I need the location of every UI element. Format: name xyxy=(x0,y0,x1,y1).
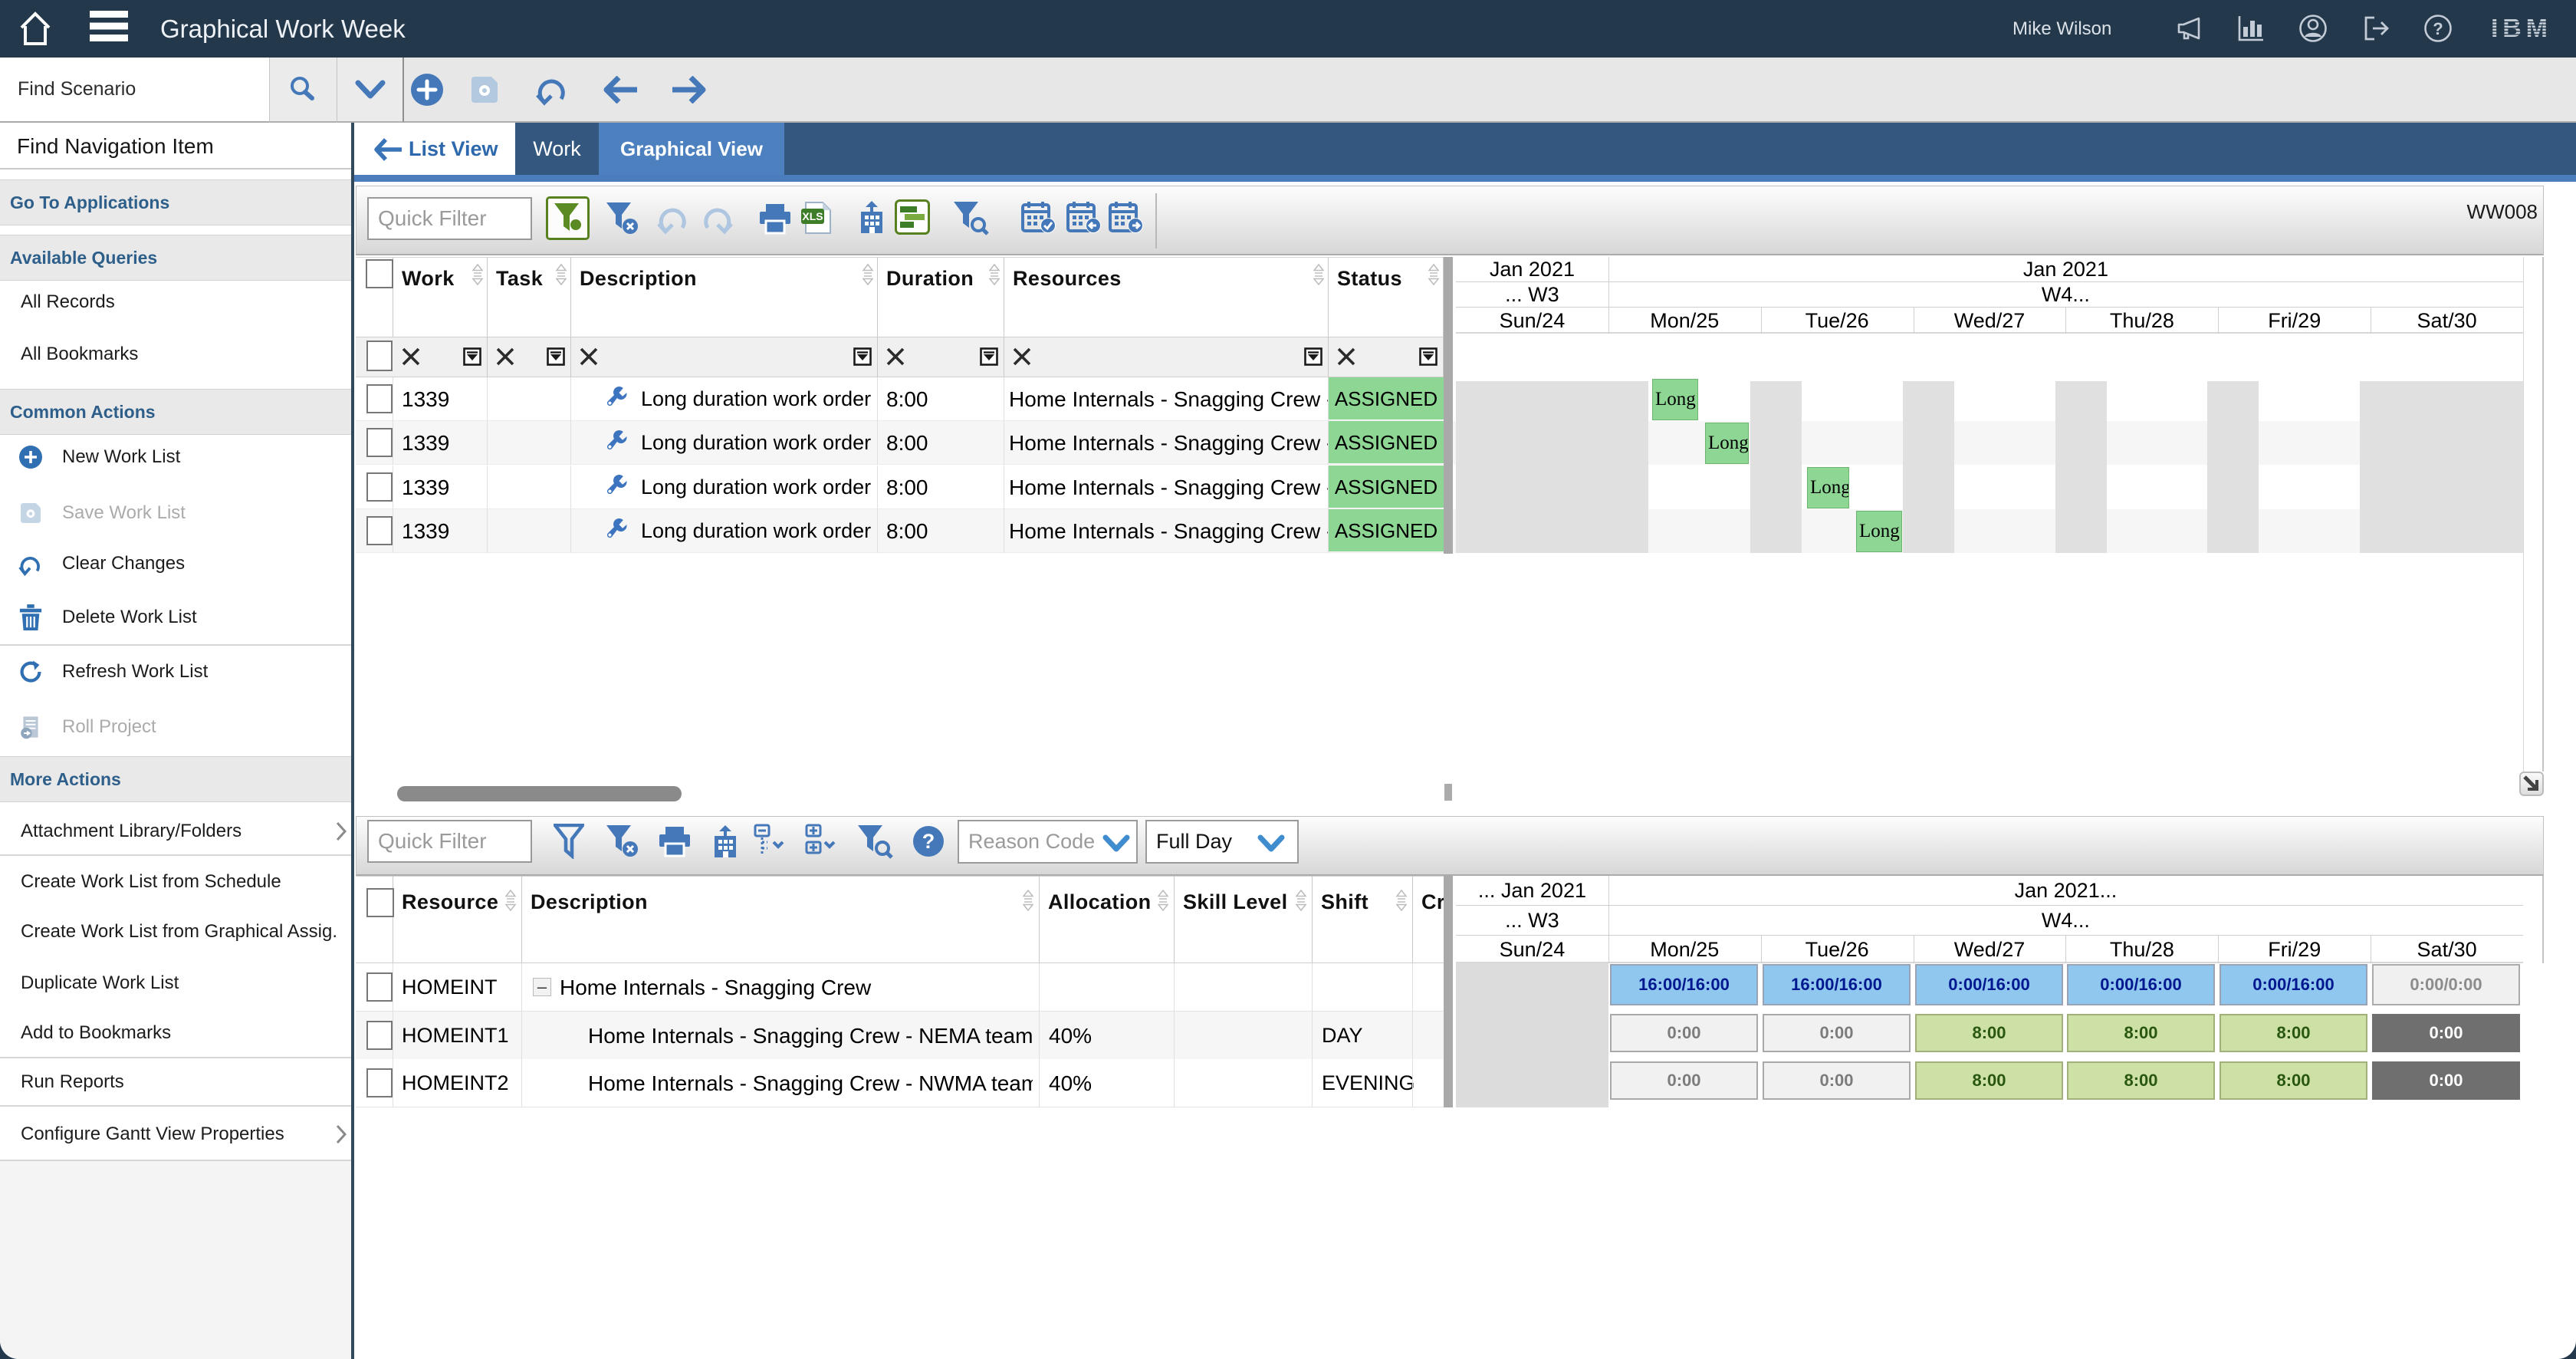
svg-text:IBM: IBM xyxy=(2491,16,2548,41)
svg-text:?: ? xyxy=(2433,19,2443,38)
svg-text:?: ? xyxy=(922,830,935,853)
svg-text:XLS: XLS xyxy=(802,210,823,222)
